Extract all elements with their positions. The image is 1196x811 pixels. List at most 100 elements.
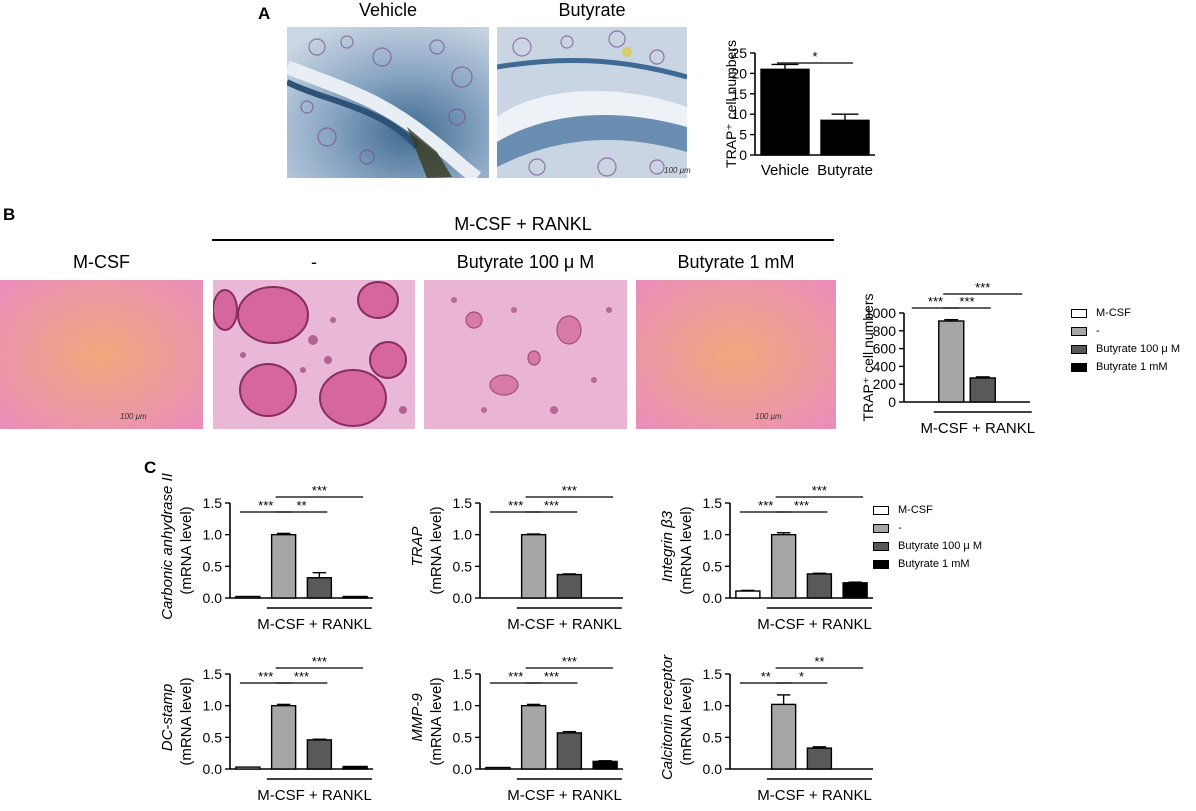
significance-label: *** bbox=[812, 483, 827, 498]
y-tick-label: 1.0 bbox=[703, 698, 723, 714]
y-axis-label-gene: TRAP bbox=[409, 526, 426, 566]
bar bbox=[760, 68, 810, 156]
group-divider bbox=[212, 239, 834, 241]
significance-label: ** bbox=[296, 498, 306, 513]
significance-label: *** bbox=[312, 654, 327, 669]
legend-item-mcsf: M-CSF bbox=[1071, 307, 1131, 319]
bar bbox=[938, 320, 965, 403]
significance-label: *** bbox=[312, 483, 327, 498]
x-axis-label: M-CSF + RANKL bbox=[920, 420, 1035, 437]
y-tick-label: 0.5 bbox=[453, 558, 473, 574]
significance-label: ** bbox=[814, 654, 824, 669]
chart-c2: 0.00.51.01.5M-CSF + RANKL*** ******TRAP (m… bbox=[409, 483, 623, 633]
bar bbox=[592, 760, 618, 770]
y-tick-label: 800 bbox=[873, 323, 897, 339]
y-tick-label: 1000 bbox=[865, 305, 896, 321]
bar bbox=[770, 533, 797, 599]
y-tick-label: 1.0 bbox=[203, 698, 223, 714]
group-label-mcsf-rankl: M-CSF + RANKL bbox=[454, 214, 592, 234]
y-axis-label-gene: MMP-9 bbox=[409, 693, 426, 742]
y-tick-label: 0.5 bbox=[453, 729, 473, 745]
chart-c6: 0.00.51.01.5M-CSF + RANKL** ***Calcitonin… bbox=[659, 654, 873, 804]
significance-label: *** bbox=[508, 498, 523, 513]
y-axis-label-unit: (mRNA level) bbox=[678, 677, 695, 765]
y-axis-label-unit: (mRNA level) bbox=[678, 506, 695, 594]
y-tick-label: 0.0 bbox=[703, 590, 723, 606]
bar bbox=[556, 732, 583, 770]
y-axis-label-gene: DC-stamp bbox=[159, 684, 176, 752]
y-axis-label: TRAP⁺ cell numbers bbox=[860, 294, 876, 422]
scale-bar-label: 100 μm bbox=[755, 412, 782, 421]
chart-c4: 0.00.51.01.5M-CSF + RANKL*** ******DC-sta… bbox=[159, 654, 373, 804]
micrograph-butyrate-1mm bbox=[636, 280, 836, 429]
x-tick-label: Butyrate bbox=[817, 162, 873, 179]
legend-item-butyrate-100um: Butyrate 100 μ M bbox=[1071, 343, 1180, 355]
panel-letter-a: A bbox=[258, 4, 271, 23]
image-label-butyrate-1mm: Butyrate 1 mM bbox=[677, 252, 795, 272]
y-tick-label: 0.5 bbox=[203, 558, 223, 574]
y-tick-label: 1.5 bbox=[203, 666, 223, 682]
y-tick-label: 5 bbox=[739, 127, 747, 143]
y-tick-label: 1.0 bbox=[453, 698, 473, 714]
bar bbox=[342, 595, 368, 599]
legend-item-rankl: - bbox=[1071, 325, 1100, 337]
bar bbox=[735, 590, 761, 599]
y-tick-label: 0 bbox=[888, 394, 896, 410]
significance-label: *** bbox=[258, 669, 273, 684]
y-tick-label: 600 bbox=[873, 341, 897, 357]
bar bbox=[270, 704, 297, 770]
image-label-mcsf: M-CSF bbox=[73, 252, 130, 272]
significance-label: *** bbox=[544, 669, 559, 684]
chart-a: 0 5 10 15 20 25 Vehicle Butyrate * TRAP⁺ cell num… bbox=[723, 40, 875, 179]
significance-label: *** bbox=[508, 669, 523, 684]
y-axis-label-unit: (mRNA level) bbox=[178, 677, 195, 765]
x-axis-label: M-CSF + RANKL bbox=[257, 787, 372, 804]
y-tick-label: 1.5 bbox=[703, 666, 723, 682]
y-tick-label: 0.0 bbox=[453, 761, 473, 777]
bar bbox=[842, 582, 868, 599]
panel-letter-b: B bbox=[3, 205, 16, 224]
y-tick-label: 1.5 bbox=[453, 666, 473, 682]
significance-label: *** bbox=[794, 498, 809, 513]
x-axis-label: M-CSF + RANKL bbox=[507, 616, 622, 633]
y-tick-label: 0.0 bbox=[453, 590, 473, 606]
bar bbox=[342, 765, 368, 770]
y-tick-label: 1.0 bbox=[703, 527, 723, 543]
bar bbox=[306, 739, 333, 770]
image-label-rankl: - bbox=[311, 252, 317, 272]
chart-c3: 0.00.51.01.5M-CSF + RANKL*** ******Integr… bbox=[659, 483, 873, 633]
image-label-butyrate-100um: Butyrate 100 μ M bbox=[456, 252, 595, 272]
micrograph-rankl bbox=[213, 280, 415, 429]
significance-label: *** bbox=[544, 498, 559, 513]
y-tick-label: 0 bbox=[739, 147, 747, 163]
y-tick-label: 1.5 bbox=[703, 495, 723, 511]
legend-item-rankl: - bbox=[873, 522, 902, 534]
bar bbox=[520, 533, 547, 599]
micrograph-butyrate bbox=[497, 27, 687, 178]
significance-label: *** bbox=[928, 294, 943, 309]
bar bbox=[306, 577, 333, 599]
bar bbox=[806, 747, 833, 770]
legend-item-butyrate-1mm: Butyrate 1 mM bbox=[873, 558, 970, 570]
y-tick-label: 0.5 bbox=[703, 729, 723, 745]
y-tick-label: 0.5 bbox=[703, 558, 723, 574]
legend-item-butyrate-1mm: Butyrate 1 mM bbox=[1071, 361, 1168, 373]
chart-c5: 0.00.51.01.5M-CSF + RANKL*** ******MMP-9(… bbox=[409, 654, 623, 804]
significance-label: *** bbox=[758, 498, 773, 513]
image-label-vehicle: Vehicle bbox=[358, 0, 418, 20]
y-tick-label: 25 bbox=[731, 45, 747, 61]
significance-label: *** bbox=[562, 483, 577, 498]
y-tick-label: 0.0 bbox=[703, 761, 723, 777]
significance-label: ** bbox=[761, 669, 771, 684]
x-tick-label: Vehicle bbox=[761, 162, 809, 179]
significance-label: * bbox=[799, 669, 804, 684]
image-label-butyrate: Butyrate bbox=[558, 0, 626, 20]
bar bbox=[520, 704, 547, 770]
y-tick-label: 20 bbox=[731, 65, 747, 81]
y-tick-label: 0.5 bbox=[203, 729, 223, 745]
y-tick-label: 200 bbox=[873, 376, 897, 392]
scale-bar-label: 100 μm bbox=[664, 166, 691, 175]
bar bbox=[806, 573, 833, 599]
panel-letter-c: C bbox=[144, 458, 157, 477]
bar bbox=[235, 766, 261, 770]
